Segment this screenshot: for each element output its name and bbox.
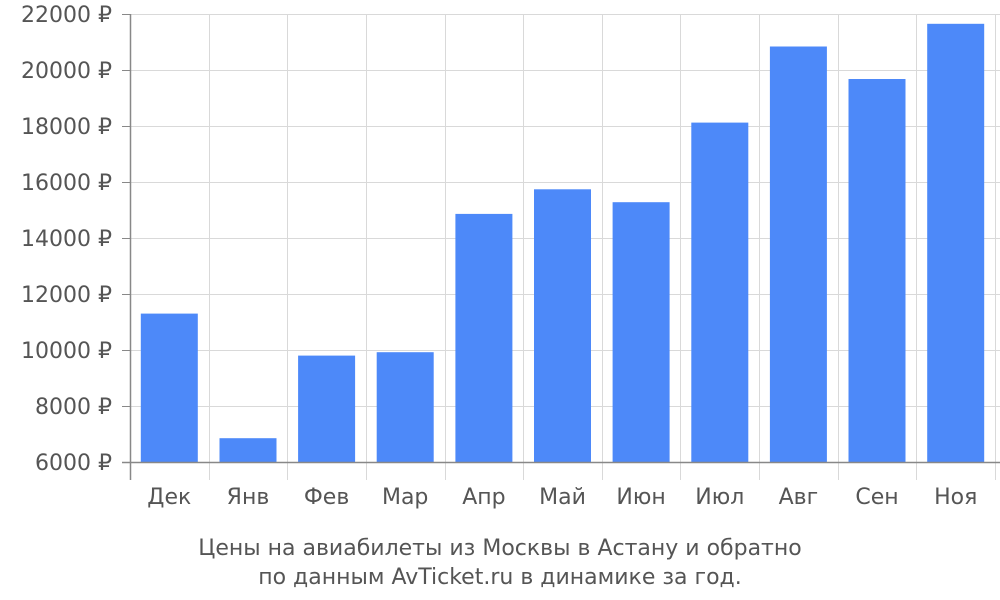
bars (140, 23, 985, 463)
bar-6 (534, 189, 591, 463)
y-tick-label: 22000 ₽ (21, 3, 112, 28)
x-tick-label: Апр (462, 485, 505, 510)
bar-7 (612, 202, 670, 462)
chart-caption-line-1: Цены на авиабилеты из Москвы в Астану и … (198, 536, 802, 561)
y-tick-labels: 6000 ₽ 8000 ₽ 10000 ₽ 12000 ₽ 14000 ₽ 16000 ₽… (21, 3, 130, 476)
x-tick-label: Фев (304, 485, 349, 510)
y-tick-label: 14000 ₽ (21, 227, 112, 252)
y-tick-label: 20000 ₽ (21, 59, 112, 84)
bar-10 (848, 79, 906, 462)
price-bar-chart: 6000 ₽ 8000 ₽ 10000 ₽ 12000 ₽ 14000 ₽ 16000 ₽… (21, 3, 1000, 510)
bar-3 (298, 355, 356, 462)
bar-5 (455, 213, 513, 462)
x-tick-label: Июл (695, 485, 744, 510)
x-tick-label: Янв (227, 485, 270, 510)
x-tick-label: Мар (382, 485, 428, 510)
bar-1 (140, 313, 198, 462)
x-tick-label: Май (539, 485, 586, 510)
bar-11 (927, 23, 985, 463)
y-tick-label: 12000 ₽ (21, 283, 112, 308)
x-tick-labels: Дек Янв Фев Мар Апр Май Июн Июл Авг Сен Ноя (147, 485, 977, 510)
x-tick-label: Ноя (934, 485, 977, 510)
bar-4 (376, 352, 434, 462)
chart-caption-line-2: по данным AvTicket.ru в динамике за год. (258, 565, 742, 590)
y-tick-label: 10000 ₽ (21, 339, 112, 364)
y-tick-label: 18000 ₽ (21, 115, 112, 140)
y-tick-label: 16000 ₽ (21, 171, 112, 196)
x-tick-label: Июн (616, 485, 665, 510)
bar-9 (769, 46, 827, 462)
x-tick-label: Авг (779, 485, 819, 510)
bar-8 (691, 122, 749, 462)
y-tick-label: 6000 ₽ (35, 451, 112, 476)
x-tick-label: Дек (147, 485, 191, 510)
axes (122, 14, 1000, 480)
y-tick-label: 8000 ₽ (35, 395, 112, 420)
x-tick-label: Сен (855, 485, 898, 510)
bar-2 (219, 438, 277, 462)
